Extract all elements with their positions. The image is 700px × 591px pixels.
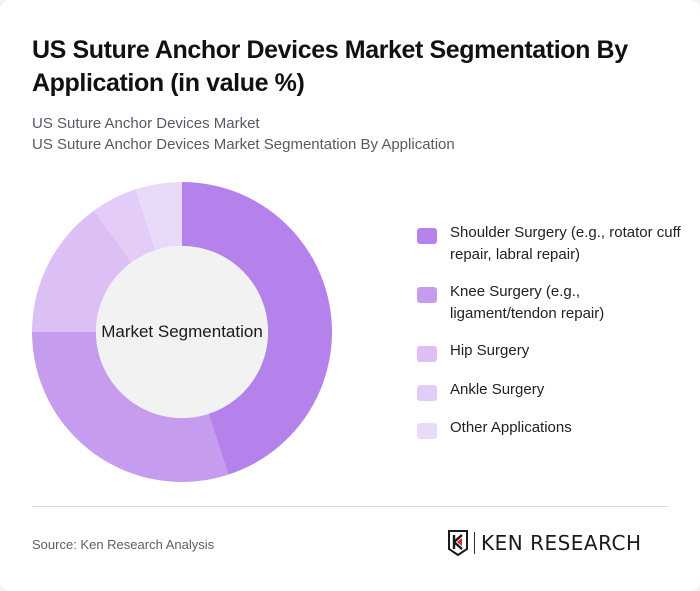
- source-note: Source: Ken Research Analysis: [32, 537, 215, 552]
- ken-research-logo: KEN RESEARCH: [447, 529, 642, 557]
- legend-swatch: [417, 385, 437, 401]
- legend-item-other: Other Applications: [417, 417, 687, 439]
- legend-item-ankle: Ankle Surgery: [417, 379, 687, 401]
- legend-label: Other Applications: [450, 419, 572, 436]
- donut-center-label: Market Segmentation: [101, 322, 263, 341]
- donut-segment: [182, 182, 333, 475]
- donut-segment: [32, 210, 132, 332]
- legend-label: Knee Surgery (e.g., ligament/tendon repa…: [450, 283, 605, 322]
- legend-label: Shoulder Surgery (e.g., rotator cuff rep…: [450, 224, 681, 263]
- legend-swatch: [417, 228, 437, 244]
- donut-chart: [30, 180, 334, 484]
- legend-swatch: [417, 287, 437, 303]
- ken-research-shield-k-icon: [448, 530, 468, 557]
- chart-title: US Suture Anchor Devices Market Segmenta…: [32, 36, 628, 97]
- chart-subtitle: US Suture Anchor Devices Market US Sutur…: [32, 113, 672, 155]
- subtitle-line-2: US Suture Anchor Devices Market Segmenta…: [32, 136, 455, 153]
- donut-segment: [135, 182, 182, 251]
- chart-legend: Shoulder Surgery (e.g., rotator cuff rep…: [417, 222, 687, 439]
- legend-swatch: [417, 346, 437, 362]
- legend-label: Hip Surgery: [450, 342, 530, 359]
- logo-text: KEN RESEARCH: [481, 531, 642, 555]
- legend-item-knee: Knee Surgery (e.g., ligament/tendon repa…: [417, 281, 687, 324]
- legend-label: Ankle Surgery: [450, 381, 545, 398]
- legend-item-hip: Hip Surgery: [417, 340, 687, 362]
- subtitle-line-1: US Suture Anchor Devices Market: [32, 115, 260, 132]
- legend-swatch: [417, 423, 437, 439]
- footer-divider: [32, 506, 668, 507]
- donut-svg: [32, 182, 333, 482]
- logo-separator: [474, 532, 475, 554]
- donut-segment: [32, 332, 229, 482]
- donut-segment: [93, 189, 156, 263]
- legend-item-shoulder: Shoulder Surgery (e.g., rotator cuff rep…: [417, 222, 687, 265]
- donut-hole: [96, 246, 268, 418]
